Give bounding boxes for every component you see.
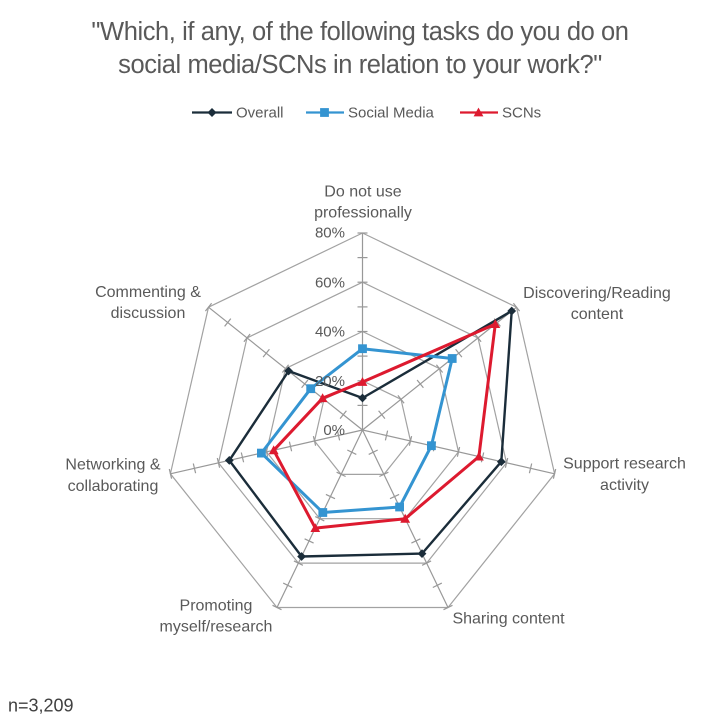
svg-text:"Which, if any, of the followi: "Which, if any, of the following tasks d…	[91, 18, 628, 46]
svg-text:professionally: professionally	[314, 205, 412, 222]
svg-text:20%: 20%	[315, 373, 345, 390]
svg-text:Commenting &: Commenting &	[95, 284, 201, 301]
svg-text:Do not use: Do not use	[324, 184, 401, 201]
svg-text:Discovering/Reading: Discovering/Reading	[523, 285, 671, 302]
svg-text:0%: 0%	[323, 422, 345, 439]
svg-text:Networking &: Networking &	[65, 457, 160, 474]
svg-text:Sharing content: Sharing content	[452, 610, 565, 627]
svg-text:activity: activity	[600, 477, 649, 494]
svg-text:Support research: Support research	[563, 456, 686, 473]
svg-text:Overall: Overall	[236, 105, 284, 122]
svg-text:Social Media: Social Media	[348, 105, 435, 122]
svg-text:collaborating: collaborating	[68, 478, 159, 495]
svg-text:n=3,209: n=3,209	[8, 696, 74, 716]
svg-text:60%: 60%	[315, 274, 345, 291]
svg-text:Promoting: Promoting	[180, 598, 253, 615]
svg-text:content: content	[571, 306, 624, 323]
svg-text:40%: 40%	[315, 324, 345, 341]
svg-text:80%: 80%	[315, 225, 345, 242]
svg-text:discussion: discussion	[111, 305, 186, 322]
svg-text:myself/research: myself/research	[160, 619, 273, 636]
svg-text:SCNs: SCNs	[502, 105, 541, 122]
svg-text:social media/SCNs in relation: social media/SCNs in relation to your wo…	[118, 51, 602, 79]
